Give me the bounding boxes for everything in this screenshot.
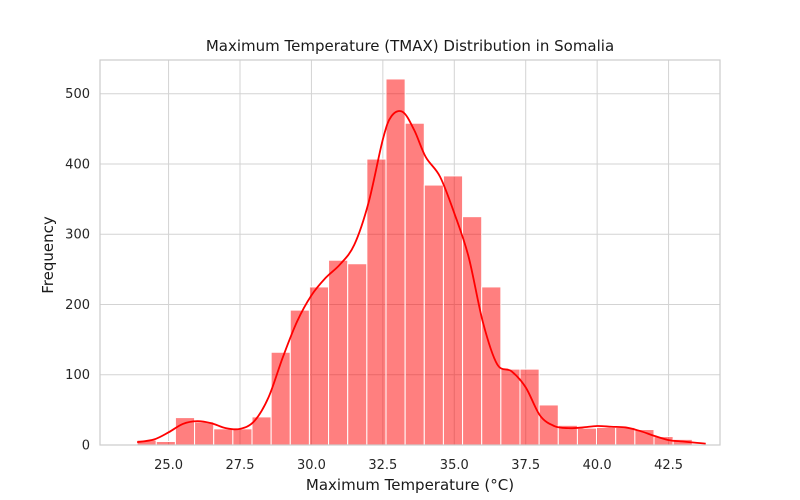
histogram-bar bbox=[213, 428, 234, 446]
x-tick-label: 40.0 bbox=[583, 458, 612, 473]
x-tick-label: 30.0 bbox=[297, 458, 326, 473]
x-tick-label: 42.5 bbox=[654, 458, 683, 473]
x-tick-label: 25.0 bbox=[154, 458, 183, 473]
histogram-bar bbox=[194, 421, 215, 446]
histogram-bar bbox=[366, 158, 387, 446]
histogram-bar bbox=[308, 286, 330, 446]
x-tick-label: 37.5 bbox=[511, 458, 540, 473]
y-tick-label: 500 bbox=[65, 87, 90, 102]
y-tick-label: 400 bbox=[65, 157, 90, 172]
histogram-bar bbox=[462, 216, 483, 446]
histogram-bar bbox=[615, 426, 636, 446]
bars-layer bbox=[136, 78, 693, 446]
x-axis-title: Maximum Temperature (°C) bbox=[306, 476, 514, 494]
kde-curve bbox=[136, 110, 706, 445]
histogram-bar bbox=[576, 427, 598, 446]
y-tick-label: 0 bbox=[82, 439, 90, 454]
x-tick-label: 27.5 bbox=[226, 458, 255, 473]
x-tick-labels: 25.0 27.5 30.0 32.5 35.0 37.5 40.0 42.5 bbox=[154, 458, 683, 473]
histogram-bar bbox=[596, 426, 617, 446]
histogram-bar bbox=[442, 175, 464, 446]
histogram-bar bbox=[270, 351, 291, 446]
histogram-bar bbox=[347, 263, 368, 446]
x-tick-label: 35.0 bbox=[440, 458, 469, 473]
histogram-bar bbox=[538, 404, 559, 446]
kde-layer bbox=[136, 110, 706, 445]
y-tick-label: 100 bbox=[65, 368, 90, 383]
histogram-bar bbox=[232, 428, 253, 446]
y-tick-labels: 0 100 200 300 400 500 bbox=[65, 87, 90, 453]
histogram-bar bbox=[423, 184, 444, 446]
y-tick-label: 300 bbox=[65, 228, 90, 243]
histogram-bar bbox=[404, 122, 425, 446]
plot-frame bbox=[99, 59, 721, 446]
chart-title: Maximum Temperature (TMAX) Distribution … bbox=[206, 37, 614, 55]
y-tick-label: 200 bbox=[65, 298, 90, 313]
histogram-bar bbox=[328, 259, 349, 446]
histogram-bar bbox=[385, 78, 406, 446]
y-axis-title: Frequency bbox=[39, 216, 57, 294]
x-tick-label: 32.5 bbox=[368, 458, 397, 473]
histogram-bar bbox=[500, 368, 521, 446]
